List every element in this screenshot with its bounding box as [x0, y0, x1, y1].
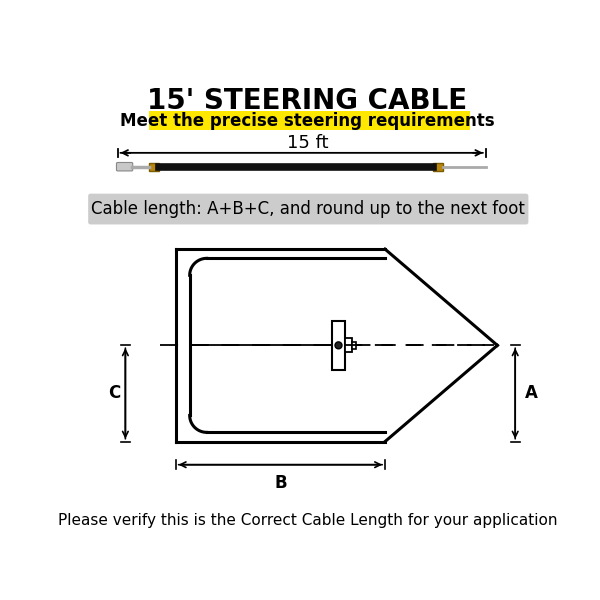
Circle shape	[335, 342, 342, 349]
Text: Please verify this is the Correct Cable Length for your application: Please verify this is the Correct Cable …	[58, 512, 557, 527]
Bar	[352, 341, 356, 349]
Text: Cable length: A+B+C, and round up to the next foot: Cable length: A+B+C, and round up to the…	[91, 200, 524, 218]
FancyBboxPatch shape	[149, 163, 158, 170]
FancyBboxPatch shape	[433, 163, 443, 170]
FancyBboxPatch shape	[88, 194, 529, 224]
Text: Meet the precise steering requirements: Meet the precise steering requirements	[120, 112, 495, 130]
Text: C: C	[109, 385, 121, 403]
FancyBboxPatch shape	[116, 163, 133, 171]
Bar	[332, 321, 346, 370]
Text: 15 ft: 15 ft	[287, 134, 328, 152]
Text: A: A	[524, 385, 538, 403]
Text: 15' STEERING CABLE: 15' STEERING CABLE	[148, 87, 467, 115]
Text: B: B	[274, 474, 287, 492]
Bar	[346, 338, 352, 352]
Bar	[149, 111, 470, 130]
